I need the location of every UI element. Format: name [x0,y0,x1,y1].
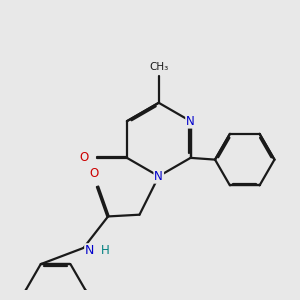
Text: H: H [101,244,110,257]
Text: N: N [85,244,94,257]
Text: N: N [154,170,163,183]
Text: N: N [186,115,195,128]
Text: CH₃: CH₃ [149,62,168,72]
Text: O: O [89,167,99,180]
Text: O: O [79,152,88,164]
